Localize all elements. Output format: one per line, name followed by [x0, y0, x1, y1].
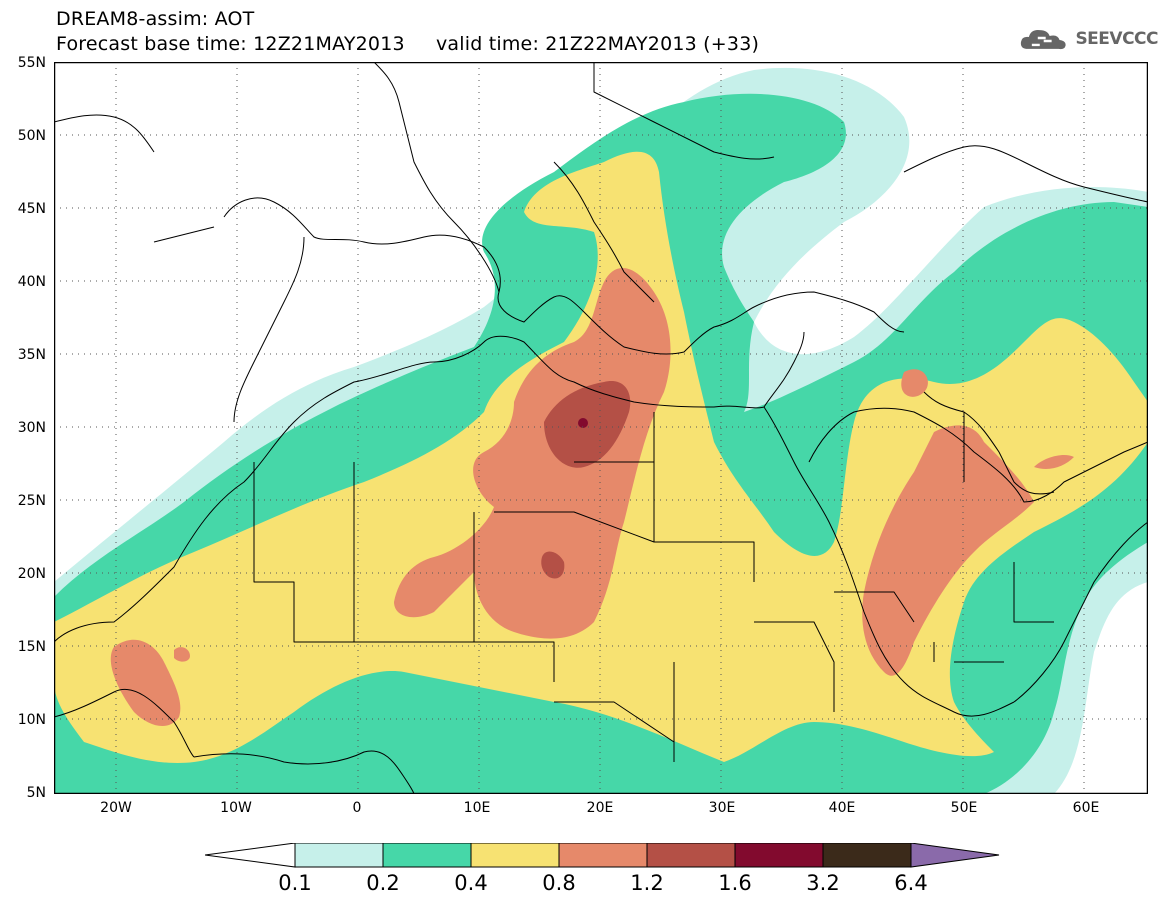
- colorbar-label: 0.1: [278, 871, 312, 895]
- lat-label: 20N: [17, 566, 46, 582]
- lon-label: 10W: [220, 800, 252, 816]
- forecast-time-line: Forecast base time: 12Z21MAY2013 valid t…: [56, 33, 760, 55]
- colorbar-low-arrow: [205, 843, 296, 868]
- colorbar-swatch-0-1: [294, 843, 384, 868]
- colorbar-swatch-3-2: [822, 843, 912, 868]
- colorbar-swatch-1-2: [646, 843, 736, 868]
- lat-label: 50N: [17, 128, 46, 144]
- lon-label: 60E: [1072, 800, 1100, 816]
- aot-contour-1-2: [541, 551, 565, 579]
- aot-contour-0-8: [862, 425, 1034, 676]
- aot-contour-0-8: [174, 647, 190, 662]
- aot-contour-0-8: [110, 639, 181, 727]
- lon-label: 0: [352, 800, 362, 816]
- colorbar-label: 3.2: [806, 871, 840, 895]
- lat-label: 55N: [17, 55, 46, 71]
- colorbar-high-arrow: [910, 843, 1000, 868]
- lat-label: 25N: [17, 493, 46, 509]
- aot-contour-0-8: [1034, 455, 1074, 469]
- colorbar-label: 0.4: [454, 871, 488, 895]
- lat-label: 5N: [26, 785, 46, 801]
- lat-label: 10N: [17, 712, 46, 728]
- lat-label: 45N: [17, 201, 46, 217]
- colorbar-label: 0.8: [542, 871, 576, 895]
- lat-label: 30N: [17, 420, 46, 436]
- logo-text: SEEVCCC: [1075, 29, 1158, 49]
- map-title: DREAM8-assim: AOT: [56, 8, 255, 30]
- aot-forecast-map: [54, 62, 1148, 794]
- seevccc-logo: SEEVCCC: [1018, 22, 1158, 56]
- lon-label: 20W: [100, 800, 132, 816]
- colorbar-label: 6.4: [894, 871, 928, 895]
- lat-lon-grid: [54, 62, 1148, 794]
- aot-contour-0-8: [901, 369, 928, 397]
- colorbar-swatch-0-8: [558, 843, 648, 868]
- lon-label: 30E: [708, 800, 736, 816]
- coastlines: [54, 62, 1148, 794]
- aot-contour-0-8: [394, 268, 671, 639]
- lon-label: 40E: [828, 800, 856, 816]
- lat-label: 40N: [17, 274, 46, 290]
- aot-colorbar: [205, 843, 1000, 868]
- cloud-logo-icon: [1020, 29, 1066, 50]
- lat-label: 15N: [17, 639, 46, 655]
- lat-label: 35N: [17, 347, 46, 363]
- aot-contour-1-6: [578, 418, 588, 428]
- colorbar-label: 1.2: [630, 871, 664, 895]
- lon-label: 20E: [586, 800, 614, 816]
- colorbar-swatch-1-6: [734, 843, 824, 868]
- lon-label: 10E: [463, 800, 491, 816]
- lon-label: 50E: [950, 800, 978, 816]
- colorbar-swatch-0-2: [382, 843, 472, 868]
- colorbar-swatch-0-4: [470, 843, 560, 868]
- map-frame: [54, 62, 1148, 794]
- colorbar-label: 1.6: [718, 871, 752, 895]
- colorbar-label: 0.2: [366, 871, 400, 895]
